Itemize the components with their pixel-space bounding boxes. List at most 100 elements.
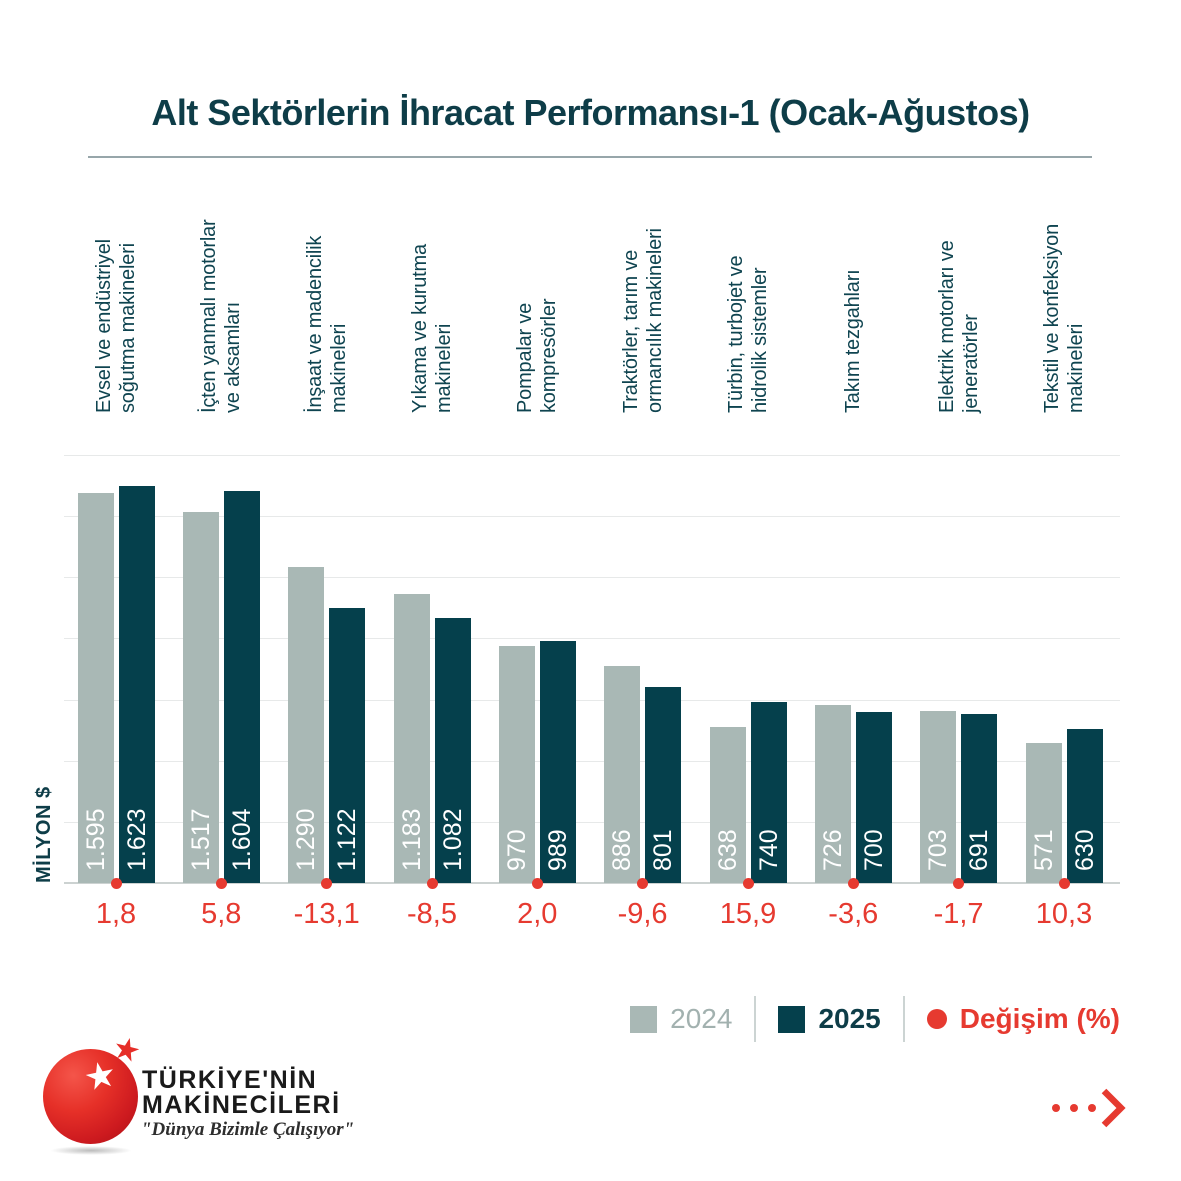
legend-swatch-2025	[778, 1005, 806, 1033]
bar-value-2024-4: 1.183	[397, 808, 426, 871]
logo-red-sphere	[43, 1049, 138, 1144]
bar-2025-9	[961, 713, 998, 883]
legend-swatch-2024	[630, 1005, 658, 1033]
change-label-6: -9,6	[617, 898, 668, 930]
category-label-1: Evsel ve endüstriyel soğutma makineleri	[93, 239, 139, 413]
bar-value-2025-3: 1.122	[333, 808, 362, 871]
gridline-1500	[64, 516, 1120, 517]
legend-label-change: Değişim (%)	[959, 1003, 1120, 1034]
bar-value-2025-10: 630	[1070, 829, 1099, 871]
bar-2024-4	[393, 593, 430, 883]
legend-item-change: Değişim (%)	[926, 1003, 1120, 1035]
change-label-5: 2,0	[517, 898, 558, 930]
bar-2025-2	[223, 490, 260, 883]
bar-2024-3	[288, 567, 325, 883]
legend-divider	[754, 996, 757, 1042]
change-dot-5	[531, 877, 543, 889]
bar-2025-7	[750, 701, 787, 883]
y-axis-label: MİLYON $	[33, 786, 55, 883]
logo-red-star-icon: ★	[109, 1029, 145, 1070]
gridline-1000	[64, 638, 1120, 640]
change-label-9: -1,7	[933, 898, 984, 930]
bar-2024-7	[709, 726, 746, 883]
change-dot-10	[1058, 877, 1070, 889]
bar-value-2024-8: 726	[818, 829, 847, 871]
legend-change-dot-icon	[926, 1009, 947, 1029]
change-dot-4	[426, 877, 438, 889]
category-label-4: Yıkama ve kurutma makineleri	[409, 244, 455, 413]
bar-value-2024-10: 571	[1029, 829, 1058, 871]
logo-name-line1: TÜRKİYE'NİN	[142, 1066, 318, 1094]
bar-2024-9	[920, 711, 957, 883]
change-dot-2	[215, 877, 227, 889]
title-divider-line	[88, 156, 1092, 158]
gridline-500	[64, 760, 1120, 762]
change-label-1: 1,8	[95, 898, 137, 930]
bar-value-2025-8: 700	[859, 829, 888, 871]
bar-value-2025-5: 989	[543, 829, 572, 871]
change-dot-3	[321, 877, 333, 889]
category-label-9: Elektrik motorları ve jeneratörler	[935, 240, 982, 413]
change-label-2: 5,8	[201, 898, 242, 930]
change-label-3: -13,1	[293, 898, 360, 930]
bar-2024-5	[498, 645, 535, 883]
change-label-10: 10,3	[1035, 898, 1093, 930]
bar-value-2024-6: 886	[608, 829, 637, 871]
bar-value-2025-1: 1.623	[122, 808, 151, 871]
bar-2024-2	[182, 511, 219, 883]
logo-shadow	[50, 1146, 132, 1155]
change-label-8: -3,6	[828, 898, 879, 930]
legend-item-2024: 2024	[630, 1003, 732, 1035]
chart-legend: 2024 2025 Değişim (%)	[630, 993, 1120, 1045]
logo-name-line2: MAKİNECİLERİ	[142, 1091, 341, 1119]
dots-right-arrow-icon	[1052, 1088, 1126, 1128]
change-dot-8	[847, 877, 859, 889]
bar-value-2024-2: 1.517	[186, 808, 215, 871]
bar-2024-10	[1025, 743, 1062, 883]
gridline-750	[64, 699, 1120, 701]
x-axis-baseline	[64, 882, 1120, 884]
legend-label-2024: 2024	[670, 1003, 733, 1034]
category-label-6: Traktörler, tarım ve ormancılık makineler…	[619, 228, 666, 413]
bar-value-2025-9: 691	[965, 829, 994, 871]
category-label-3: İnşaat ve madencilik makineleri	[303, 235, 350, 413]
gridline-250	[64, 821, 1120, 823]
chart-title: Alt Sektörlerin İhracat Performansı-1 (O…	[151, 92, 1030, 133]
category-label-10: Tekstil ve konfeksiyon makineleri	[1041, 223, 1087, 413]
bar-value-2024-1: 1.595	[81, 808, 110, 871]
bar-2024-8	[814, 705, 851, 883]
category-label-5: Pompalar ve kompresörler	[514, 298, 561, 413]
gridline-1750	[64, 454, 1120, 456]
change-label-4: -8,5	[407, 898, 457, 930]
bar-value-2024-3: 1.290	[292, 808, 321, 871]
category-label-7: Türbin, turbojet ve hidrolik sistemler	[725, 255, 771, 413]
bar-2025-4	[434, 618, 471, 883]
bar-2025-5	[539, 641, 576, 883]
bar-2024-1	[77, 492, 114, 883]
bar-value-2025-6: 801	[649, 829, 678, 871]
category-label-8: Takım tezgahları	[842, 269, 865, 413]
bar-value-2024-7: 638	[713, 829, 742, 871]
category-label-2: İçten yanmalı motorlar ve aksamları	[198, 219, 245, 413]
gridline-1250	[64, 577, 1120, 579]
change-label-7: 15,9	[719, 898, 777, 930]
legend-label-2025: 2025	[818, 1003, 881, 1034]
bar-value-2024-9: 703	[924, 829, 953, 871]
change-dot-6	[637, 877, 649, 889]
bar-value-2025-2: 1.604	[227, 808, 256, 871]
bar-2025-3	[329, 608, 366, 883]
bar-2025-1	[118, 485, 155, 883]
change-dot-1	[110, 877, 122, 889]
change-dot-7	[742, 877, 754, 889]
bar-2024-6	[604, 666, 641, 883]
bar-value-2024-5: 970	[502, 829, 531, 871]
logo-tagline: "Dünya Bizimle Çalışıyor"	[141, 1119, 355, 1140]
bar-value-2025-4: 1.082	[438, 808, 467, 871]
bar-2025-6	[645, 687, 682, 883]
change-dot-9	[953, 877, 965, 889]
bar-2025-10	[1066, 728, 1103, 883]
bar-2025-8	[855, 711, 892, 883]
bar-value-2025-7: 740	[754, 829, 783, 871]
legend-item-2025: 2025	[778, 1003, 881, 1035]
